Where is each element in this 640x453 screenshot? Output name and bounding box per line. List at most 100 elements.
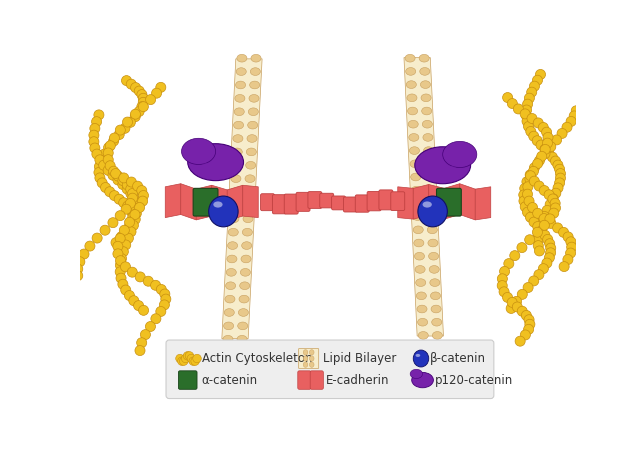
Circle shape xyxy=(109,136,118,146)
Ellipse shape xyxy=(244,202,253,209)
Circle shape xyxy=(525,171,536,181)
Ellipse shape xyxy=(243,215,253,223)
Circle shape xyxy=(150,280,161,290)
Circle shape xyxy=(104,143,114,153)
Circle shape xyxy=(532,227,543,237)
Circle shape xyxy=(520,183,530,193)
Circle shape xyxy=(507,298,517,308)
Circle shape xyxy=(506,304,516,313)
Circle shape xyxy=(119,173,129,183)
Ellipse shape xyxy=(224,308,234,316)
Polygon shape xyxy=(397,187,413,219)
Circle shape xyxy=(100,183,111,193)
Circle shape xyxy=(497,274,508,284)
Circle shape xyxy=(185,352,194,360)
Circle shape xyxy=(151,314,161,324)
Circle shape xyxy=(125,217,134,227)
Circle shape xyxy=(96,155,106,165)
Circle shape xyxy=(544,253,554,263)
Circle shape xyxy=(156,307,166,317)
Circle shape xyxy=(116,231,126,242)
Ellipse shape xyxy=(420,67,430,75)
Circle shape xyxy=(524,315,534,325)
Circle shape xyxy=(118,176,128,186)
Circle shape xyxy=(550,198,560,208)
Ellipse shape xyxy=(237,54,247,62)
Circle shape xyxy=(122,184,132,194)
FancyBboxPatch shape xyxy=(344,197,357,212)
Circle shape xyxy=(520,202,531,212)
Circle shape xyxy=(524,196,534,206)
Circle shape xyxy=(532,75,543,85)
Circle shape xyxy=(534,223,545,233)
Ellipse shape xyxy=(309,350,314,355)
Circle shape xyxy=(126,177,136,187)
Circle shape xyxy=(536,69,545,79)
FancyBboxPatch shape xyxy=(296,193,310,212)
Circle shape xyxy=(181,354,190,363)
Polygon shape xyxy=(444,184,460,219)
Circle shape xyxy=(525,235,535,245)
FancyBboxPatch shape xyxy=(298,348,319,369)
Ellipse shape xyxy=(431,305,441,313)
Ellipse shape xyxy=(419,54,429,62)
Ellipse shape xyxy=(228,228,238,236)
Circle shape xyxy=(109,133,120,143)
Circle shape xyxy=(156,82,166,92)
Circle shape xyxy=(114,130,124,140)
Ellipse shape xyxy=(303,350,308,355)
Circle shape xyxy=(563,232,573,242)
FancyBboxPatch shape xyxy=(284,194,298,214)
Circle shape xyxy=(108,170,118,180)
Circle shape xyxy=(540,212,549,222)
Circle shape xyxy=(499,287,509,297)
Ellipse shape xyxy=(415,265,425,273)
Circle shape xyxy=(538,264,548,274)
Circle shape xyxy=(517,306,527,316)
Ellipse shape xyxy=(428,226,437,234)
Ellipse shape xyxy=(429,252,438,260)
Ellipse shape xyxy=(422,202,432,207)
Ellipse shape xyxy=(431,292,440,300)
Circle shape xyxy=(121,240,131,250)
Circle shape xyxy=(138,93,148,103)
Ellipse shape xyxy=(421,94,431,101)
Circle shape xyxy=(509,251,520,260)
Circle shape xyxy=(121,226,131,236)
Ellipse shape xyxy=(182,138,216,164)
Circle shape xyxy=(140,330,150,340)
Circle shape xyxy=(116,254,127,264)
Circle shape xyxy=(118,279,128,289)
Text: Actin Cytoskeleton: Actin Cytoskeleton xyxy=(202,352,312,365)
Circle shape xyxy=(115,233,125,243)
Circle shape xyxy=(512,302,522,312)
FancyBboxPatch shape xyxy=(310,371,323,389)
Ellipse shape xyxy=(303,356,308,361)
Circle shape xyxy=(79,249,89,259)
Circle shape xyxy=(553,183,563,193)
Circle shape xyxy=(131,209,141,219)
Circle shape xyxy=(532,208,543,218)
Circle shape xyxy=(572,106,581,116)
Circle shape xyxy=(85,241,95,251)
Circle shape xyxy=(119,225,129,235)
Circle shape xyxy=(124,290,134,300)
Ellipse shape xyxy=(228,242,237,250)
Circle shape xyxy=(105,187,115,197)
Circle shape xyxy=(497,280,508,290)
Ellipse shape xyxy=(236,68,246,76)
Circle shape xyxy=(137,186,147,196)
Circle shape xyxy=(127,267,138,277)
Circle shape xyxy=(108,218,118,228)
Circle shape xyxy=(519,196,529,206)
Circle shape xyxy=(92,233,102,243)
FancyBboxPatch shape xyxy=(367,192,381,211)
Ellipse shape xyxy=(245,175,255,183)
Circle shape xyxy=(548,194,558,204)
Circle shape xyxy=(522,105,532,115)
Ellipse shape xyxy=(415,252,424,260)
Circle shape xyxy=(524,121,534,131)
Circle shape xyxy=(115,211,125,221)
Circle shape xyxy=(546,142,556,152)
Circle shape xyxy=(537,151,547,161)
